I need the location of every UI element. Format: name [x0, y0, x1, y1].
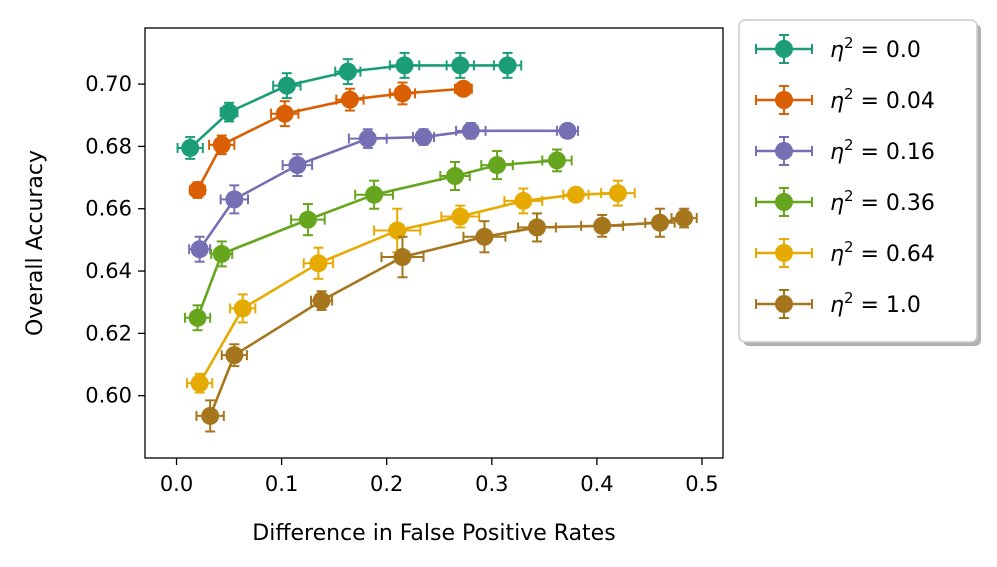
series-0	[176, 51, 523, 160]
data-point	[365, 185, 384, 204]
data-point	[454, 79, 473, 98]
data-point	[312, 291, 331, 310]
legend-entries: η2 = 0.0 η2 = 0.04 η2 = 0.16 η2 = 0.36 η2 = …	[755, 34, 935, 319]
data-point	[288, 156, 307, 175]
data-point	[675, 209, 694, 228]
plot-area	[144, 27, 724, 459]
y-axis: 0.60 0.62 0.64 0.66 0.68 0.70	[85, 72, 145, 408]
data-point	[414, 128, 433, 147]
data-point	[220, 103, 239, 122]
legend-item-4: η2 = 0.64	[755, 238, 935, 268]
data-point	[225, 190, 244, 209]
y-tick-label: 0.68	[85, 134, 132, 158]
data-point	[340, 90, 359, 109]
data-point	[212, 135, 231, 154]
data-point	[566, 185, 585, 204]
data-point	[593, 216, 612, 235]
data-point	[488, 156, 507, 175]
series-5	[195, 207, 698, 433]
data-point	[558, 121, 577, 140]
data-point	[212, 244, 231, 263]
data-point	[338, 62, 357, 81]
data-point	[190, 240, 209, 259]
data-point	[190, 374, 209, 393]
legend-item-2: η2 = 0.16	[755, 136, 935, 166]
x-axis: 0.0 0.1 0.2 0.3 0.4 0.5	[160, 458, 719, 496]
legend-label: η2 = 0.04	[830, 85, 935, 114]
data-point	[393, 248, 412, 267]
x-tick-label: 0.5	[685, 472, 718, 496]
x-axis-label: Difference in False Positive Rates	[252, 521, 615, 546]
legend-label: η2 = 0.0	[830, 34, 921, 63]
data-point	[461, 121, 480, 140]
legend-marker	[775, 40, 793, 58]
x-tick-label: 0.1	[265, 472, 298, 496]
data-point	[275, 104, 294, 123]
data-point	[225, 346, 244, 365]
legend-item-3: η2 = 0.36	[755, 187, 935, 217]
legend-item-1: η2 = 0.04	[755, 85, 935, 115]
legend-label: η2 = 0.16	[830, 136, 935, 165]
data-point	[188, 181, 207, 200]
data-point	[181, 138, 200, 157]
data-point	[233, 299, 252, 318]
legend-label: η2 = 0.36	[830, 187, 935, 216]
x-tick-label: 0.4	[580, 472, 613, 496]
legend-marker	[775, 91, 793, 109]
data-point	[514, 191, 533, 210]
data-point	[547, 151, 566, 170]
x-tick-label: 0.3	[475, 472, 508, 496]
data-point	[608, 184, 627, 203]
x-tick-label: 0.2	[370, 472, 403, 496]
series-4	[186, 179, 636, 394]
data-point	[188, 308, 207, 327]
legend-item-5: η2 = 1.0	[755, 289, 921, 319]
legend-marker	[775, 244, 793, 262]
y-tick-label: 0.70	[85, 72, 132, 96]
y-tick-label: 0.62	[85, 321, 132, 345]
legend-item-0: η2 = 0.0	[755, 34, 921, 64]
data-point	[277, 76, 296, 95]
data-point	[393, 84, 412, 103]
data-point	[298, 210, 317, 229]
x-tick-label: 0.0	[160, 472, 193, 496]
data-point	[451, 56, 470, 75]
legend-marker	[775, 193, 793, 211]
y-tick-label: 0.66	[85, 197, 132, 221]
data-point	[498, 56, 517, 75]
legend-marker	[775, 295, 793, 313]
data-point	[395, 56, 414, 75]
data-point	[650, 213, 669, 232]
series-2	[188, 121, 579, 263]
legend: η2 = 0.0 η2 = 0.04 η2 = 0.16 η2 = 0.36 η2 = …	[738, 19, 981, 346]
data-point	[201, 406, 220, 425]
data-point	[527, 218, 546, 237]
series-layer	[176, 51, 698, 433]
data-point	[309, 254, 328, 273]
y-tick-label: 0.60	[85, 384, 132, 408]
data-point	[446, 167, 465, 186]
legend-label: η2 = 0.64	[830, 238, 935, 267]
series-3	[183, 148, 573, 332]
legend-label: η2 = 1.0	[830, 289, 921, 318]
y-tick-label: 0.64	[85, 259, 132, 283]
y-axis-label: Overall Accuracy	[23, 150, 48, 336]
data-point	[451, 207, 470, 226]
legend-marker	[775, 142, 793, 160]
data-point	[388, 221, 407, 240]
series-1	[188, 79, 473, 200]
data-point	[475, 227, 494, 246]
data-point	[358, 129, 377, 148]
